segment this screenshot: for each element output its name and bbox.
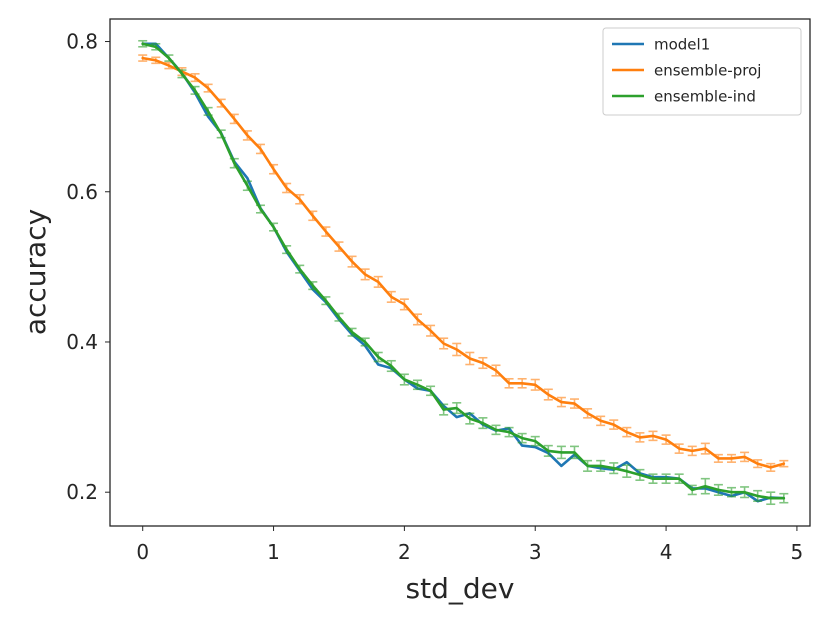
x-axis-label: std_dev <box>406 572 515 605</box>
y-tick-label: 0.4 <box>66 330 98 354</box>
y-tick-label: 0.6 <box>66 180 98 204</box>
legend-label-model1: model1 <box>654 36 710 54</box>
legend-label-ensemble-proj: ensemble-proj <box>654 62 761 80</box>
x-tick-label: 1 <box>267 540 280 564</box>
series-line-ensemble-ind <box>141 42 786 500</box>
series-ensemble-proj <box>138 54 789 472</box>
series-line-ensemble-proj <box>141 56 786 469</box>
legend-box <box>602 27 802 116</box>
x-tick-label: 0 <box>136 540 149 564</box>
legend: model1 ensemble-proj ensemble-ind <box>602 27 802 116</box>
y-tick-label: 0.2 <box>66 480 98 504</box>
x-tick-label: 5 <box>791 540 804 564</box>
y-axis-label: accuracy <box>19 209 52 335</box>
legend-label-ensemble-ind: ensemble-ind <box>654 88 756 106</box>
x-tick-label: 2 <box>398 540 411 564</box>
x-tick-label: 3 <box>529 540 542 564</box>
plot-frame <box>109 18 811 527</box>
y-tick-label: 0.8 <box>66 30 98 54</box>
x-tick-label: 4 <box>660 540 673 564</box>
series-ensemble-ind <box>138 39 789 506</box>
